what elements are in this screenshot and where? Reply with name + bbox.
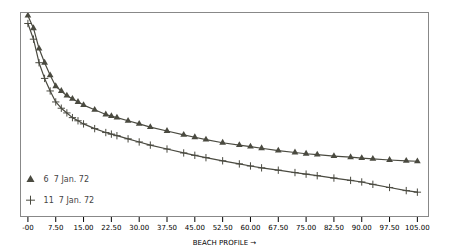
svg-text:22.50: 22.50 bbox=[101, 224, 121, 232]
svg-text:60.00: 60.00 bbox=[240, 224, 260, 232]
svg-text:15.00: 15.00 bbox=[74, 224, 94, 232]
svg-text:75.00: 75.00 bbox=[296, 224, 316, 232]
svg-text:82.50: 82.50 bbox=[324, 224, 344, 232]
svg-text:11 7 Jan. 72: 11 7 Jan. 72 bbox=[39, 196, 95, 205]
svg-text:37.50: 37.50 bbox=[157, 224, 177, 232]
svg-text:BEACH PROFILE →: BEACH PROFILE → bbox=[193, 239, 257, 247]
svg-text:105.00: 105.00 bbox=[405, 224, 430, 232]
svg-text:30.00: 30.00 bbox=[129, 224, 149, 232]
svg-text:52.50: 52.50 bbox=[213, 224, 233, 232]
svg-text:7.50: 7.50 bbox=[48, 224, 64, 232]
svg-text:67.50: 67.50 bbox=[268, 224, 288, 232]
svg-text:45.00: 45.00 bbox=[185, 224, 205, 232]
svg-text:97.50: 97.50 bbox=[380, 224, 400, 232]
svg-text:-00: -00 bbox=[22, 224, 33, 232]
svg-text:6 7 Jan. 72: 6 7 Jan. 72 bbox=[39, 175, 90, 184]
svg-text:90.00: 90.00 bbox=[352, 224, 372, 232]
